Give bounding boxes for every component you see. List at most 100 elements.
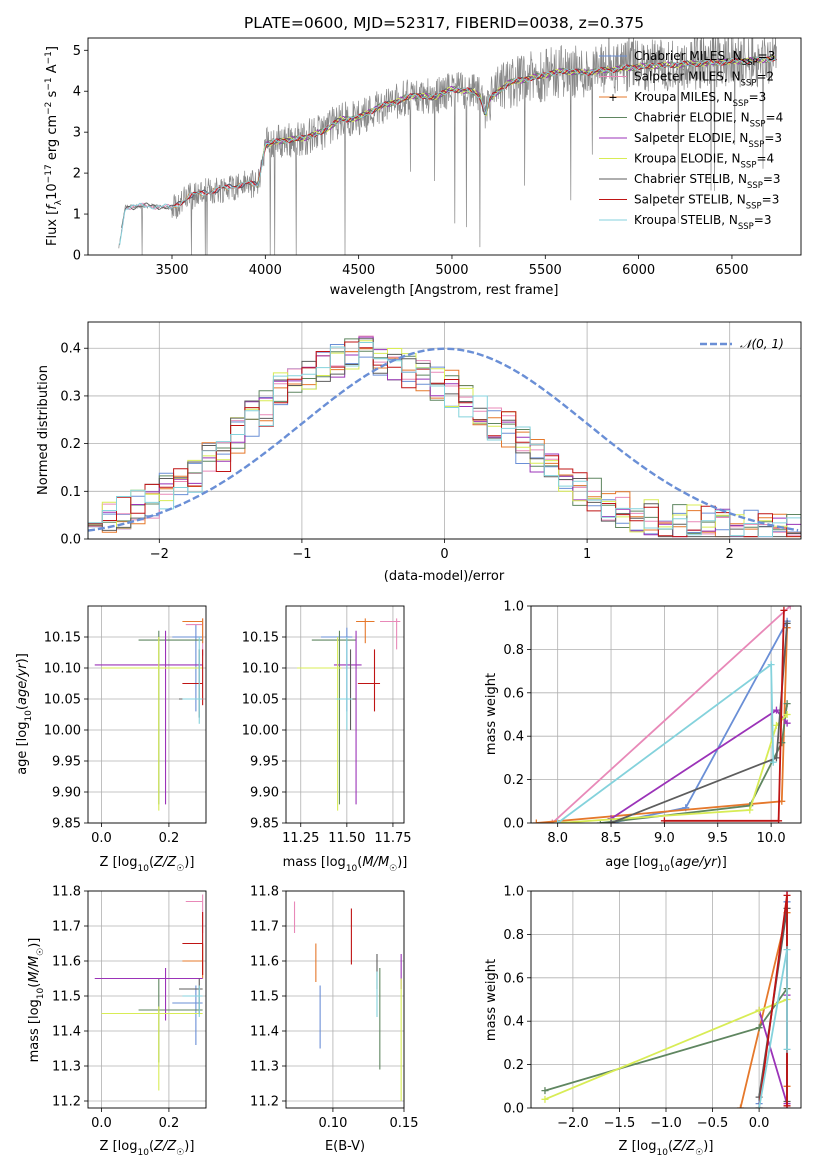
- label-part: (: [357, 855, 362, 870]
- label-part: 10: [45, 183, 60, 200]
- axes-age_vs_mass: 11.25 11.50 11.75 9.85 9.90 9.95 10.00 10.05 10.…: [242, 605, 412, 846]
- label-part: Z/Z: [153, 1139, 177, 1154]
- y-tick-label: 11.8: [250, 885, 279, 900]
- x-tick-label: 9.0: [654, 831, 675, 846]
- label-part: age [log: [15, 722, 30, 775]
- y-tick-label: 9.90: [52, 786, 81, 801]
- weight-marker-chabrier_stelib: [772, 754, 780, 762]
- axes-frame: [87, 890, 207, 1109]
- y-tick-label: 0.2: [60, 437, 81, 452]
- y-tick-label: 0.8: [503, 928, 524, 943]
- y-axis-label: Flux [fλ10−17 erg cm−2 s−1 A−1]: [44, 46, 64, 246]
- weight-marker-kroupa_miles: [736, 1104, 744, 1108]
- y-tick-label: 10.10: [44, 662, 81, 677]
- label-part: M/M: [27, 956, 42, 983]
- y-tick-label: 1.0: [503, 600, 524, 615]
- x-axis-label: mass [log10(M/M☉)]: [283, 855, 408, 874]
- label-part: 10: [658, 864, 670, 874]
- x-axis-label: Z [log10(Z/Z☉)]: [100, 1139, 195, 1158]
- chart-title: PLATE=0600, MJD=52317, FIBERID=0038, z=0…: [244, 14, 644, 32]
- label-part: Z [log: [100, 1139, 138, 1154]
- weight-marker-kroupa_stelib: [755, 1104, 763, 1108]
- label-part: age/yr: [15, 662, 30, 705]
- legend-label-normal: 𝒩(0, 1): [740, 337, 784, 351]
- y-tick-label: 0.0: [503, 817, 524, 832]
- legend-label: Kroupa ELODIE, NSSP=4: [634, 152, 774, 171]
- label-part: 10: [36, 987, 46, 999]
- x-tick-label: 3500: [155, 263, 188, 278]
- axes-frame: [285, 605, 405, 824]
- weight-marker-chabrier_elodie: [755, 1024, 763, 1032]
- y-tick-label: 0.3: [60, 389, 81, 404]
- weight-marker-chabrier_stelib: [783, 619, 791, 627]
- legend-label: Chabrier MILES, NSSP=3: [634, 49, 775, 68]
- weight-marker-chabrier_elodie: [778, 739, 786, 747]
- y-tick-label: 0.2: [503, 1058, 524, 1073]
- weight-marker-chabrier_elodie: [541, 1087, 549, 1095]
- x-tick-label: 0.0: [749, 1116, 770, 1131]
- x-axis-label: (data-model)/error: [384, 569, 505, 584]
- y-tick-label: 11.7: [52, 920, 81, 935]
- axes-mass_vs_ebv: 0.10 0.15 11.2 11.3 11.4 11.5 11.6 11.7 11.8: [250, 885, 418, 1132]
- label-part: Z/Z: [672, 1139, 696, 1154]
- label-part: −2: [44, 102, 54, 115]
- weight-marker-kroupa_stelib: [767, 661, 775, 669]
- label-part: 10: [137, 864, 149, 874]
- legend-label: Kroupa MILES, NSSP=3: [634, 90, 766, 109]
- y-tick-label: 1: [73, 208, 81, 223]
- y-tick-label: 9.90: [250, 786, 279, 801]
- label-part: )]: [184, 855, 194, 870]
- weight-marker-kroupa_miles: [532, 819, 540, 823]
- legend-label: Kroupa STELIB, NSSP=3: [634, 213, 772, 232]
- label-part: ☉: [695, 1148, 703, 1158]
- x-axis-label: wavelength [Angstrom, rest frame]: [330, 283, 559, 298]
- x-tick-label: 5500: [529, 263, 562, 278]
- axes-residuals: −2 −1 0 1 2 0.0 0.1 0.2 0.3 0.4: [60, 321, 802, 562]
- y-tick-label: 10.05: [44, 693, 81, 708]
- x-tick-label: 4000: [249, 263, 282, 278]
- y-tick-label: 0.4: [60, 342, 81, 357]
- label-part: f: [45, 203, 60, 210]
- x-tick-label: 10.0: [757, 831, 786, 846]
- weight-marker-kroupa_elodie: [783, 711, 791, 718]
- label-part: mass weight: [484, 959, 499, 1041]
- label-part: −1: [44, 77, 54, 90]
- label-part: ☉: [389, 864, 397, 874]
- weight-marker-chabrier_elodie: [783, 700, 791, 708]
- weight-marker-salpeter_elodie: [772, 706, 780, 714]
- label-part: )]: [27, 938, 42, 948]
- label-part: wavelength [Angstrom, rest frame]: [330, 283, 559, 298]
- x-tick-label: 5000: [435, 263, 468, 278]
- weight-marker-kroupa_elodie: [541, 1095, 549, 1103]
- label-part: ]: [45, 46, 60, 51]
- weight-marker-kroupa_stelib: [769, 758, 777, 766]
- x-axis-label: E(B-V): [325, 1139, 365, 1154]
- label-part: ☉: [36, 948, 46, 956]
- label-part: age [log: [605, 855, 658, 870]
- x-tick-label: 8.0: [547, 831, 568, 846]
- y-tick-label: 11.2: [52, 1095, 81, 1110]
- x-tick-label: 6500: [715, 263, 748, 278]
- y-tick-label: 0.4: [503, 1015, 524, 1030]
- legend-label: Chabrier STELIB, NSSP=3: [634, 172, 781, 191]
- weight-marker-salpeter_stelib: [780, 606, 788, 614]
- y-tick-label: 10.00: [242, 724, 279, 739]
- plot-area: [88, 335, 801, 539]
- x-tick-label: 11.75: [374, 831, 411, 846]
- y-tick-label: 11.4: [52, 1025, 81, 1040]
- plot-area: [541, 891, 791, 1108]
- x-tick-label: 0.2: [159, 1116, 180, 1131]
- label-part: −1: [44, 51, 54, 64]
- y-axis-label: Normed distribution: [36, 365, 51, 495]
- label-part: mass [log: [27, 999, 42, 1062]
- x-tick-label: 11.25: [282, 831, 319, 846]
- x-tick-label: −1.0: [650, 1116, 682, 1131]
- label-part: s: [45, 90, 60, 101]
- x-tick-label: 1: [583, 547, 591, 562]
- x-tick-label: 2: [726, 547, 734, 562]
- legend-label: Salpeter MILES, NSSP=2: [634, 70, 774, 89]
- label-part: (: [668, 1139, 673, 1154]
- x-tick-label: 0.2: [159, 831, 180, 846]
- y-tick-label: 10.15: [44, 631, 81, 646]
- y-tick-label: 11.5: [52, 990, 81, 1005]
